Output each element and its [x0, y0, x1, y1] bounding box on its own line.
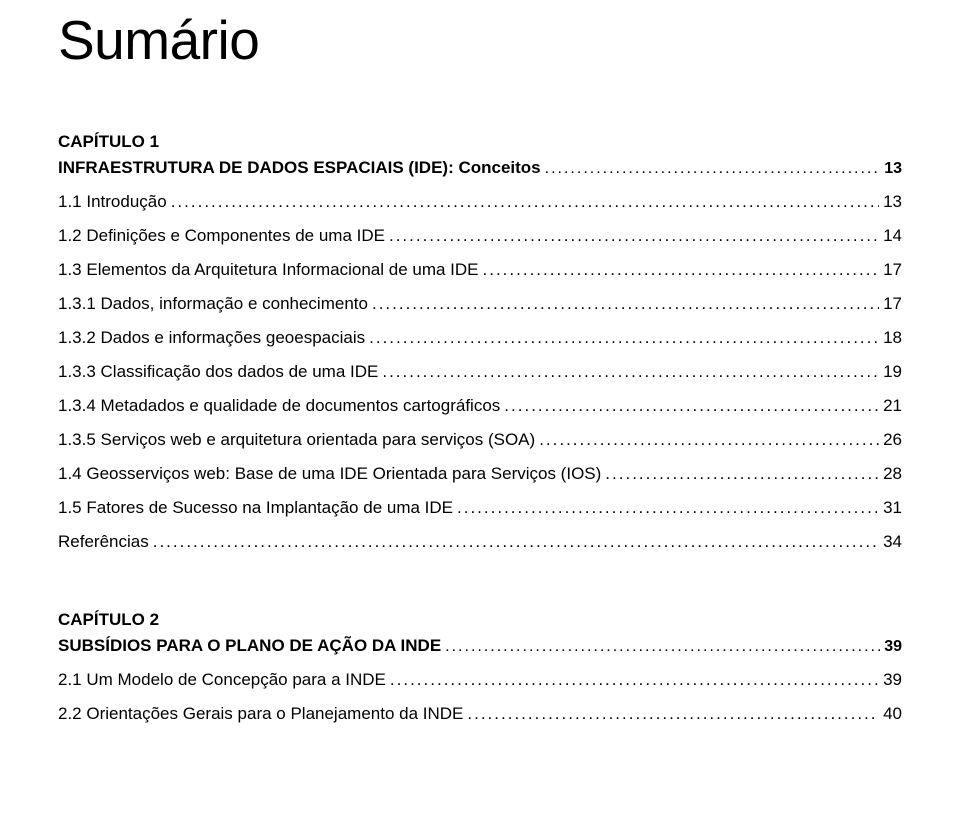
toc-entry-page: 18	[879, 328, 902, 348]
toc-entry: 1.3.1 Dados, informação e conhecimento 1…	[58, 294, 902, 314]
toc-entry-label: 2.2 Orientações Gerais para o Planejamen…	[58, 704, 463, 724]
toc-entry-label: 1.1 Introdução	[58, 192, 167, 212]
toc-entry-label: 1.3 Elementos da Arquitetura Informacion…	[58, 260, 479, 280]
chapter1-label: CAPÍTULO 1	[58, 132, 902, 152]
leader-dots	[386, 670, 879, 690]
toc-entry: 1.1 Introdução 13	[58, 192, 902, 212]
toc-entry-page: 17	[879, 260, 902, 280]
leader-dots	[535, 430, 879, 450]
toc-entry: 1.3 Elementos da Arquitetura Informacion…	[58, 260, 902, 280]
toc-entry-label: 1.3.3 Classificação dos dados de uma IDE	[58, 362, 378, 382]
toc-entry-label: 2.1 Um Modelo de Concepção para a INDE	[58, 670, 386, 690]
leader-dots	[601, 464, 879, 484]
chapter2-label: CAPÍTULO 2	[58, 610, 902, 630]
leader-dots	[541, 160, 881, 178]
toc-entry-page: 19	[879, 362, 902, 382]
toc-entry-page: 40	[879, 704, 902, 724]
toc-entry: 1.3.3 Classificação dos dados de uma IDE…	[58, 362, 902, 382]
toc-entry-label: 1.3.5 Serviços web e arquitetura orienta…	[58, 430, 535, 450]
toc-entry-page: 34	[879, 532, 902, 552]
chapter1-heading-page: 13	[880, 160, 902, 178]
page-title: Sumário	[58, 8, 902, 72]
toc-entry: 1.3.5 Serviços web e arquitetura orienta…	[58, 430, 902, 450]
toc-entry-page: 21	[879, 396, 902, 416]
chapter2-heading-page: 39	[880, 638, 902, 656]
toc-entry-label: 1.5 Fatores de Sucesso na Implantação de…	[58, 498, 453, 518]
leader-dots	[365, 328, 879, 348]
toc-entry-label: 1.3.4 Metadados e qualidade de documento…	[58, 396, 500, 416]
toc-entry-page: 13	[879, 192, 902, 212]
toc-entry-page: 14	[879, 226, 902, 246]
chapter2-heading-row: SUBSÍDIOS PARA O PLANO DE AÇÃO DA INDE 3…	[58, 636, 902, 656]
toc-entry-page: 17	[879, 294, 902, 314]
toc-entry-page: 31	[879, 498, 902, 518]
chapter1-heading-row: INFRAESTRUTURA DE DADOS ESPACIAIS (IDE):…	[58, 158, 902, 178]
leader-dots	[441, 638, 880, 656]
leader-dots	[479, 260, 880, 280]
leader-dots	[453, 498, 879, 518]
toc-entry: 2.1 Um Modelo de Concepção para a INDE 3…	[58, 670, 902, 690]
leader-dots	[149, 532, 879, 552]
toc-entry-page: 39	[879, 670, 902, 690]
toc-entry-label: 1.3.1 Dados, informação e conhecimento	[58, 294, 368, 314]
leader-dots	[368, 294, 879, 314]
leader-dots	[500, 396, 879, 416]
toc-entry: Referências 34	[58, 532, 902, 552]
toc-entry: 1.3.2 Dados e informações geoespaciais 1…	[58, 328, 902, 348]
toc-entry-page: 28	[879, 464, 902, 484]
toc-entry-label: 1.2 Definições e Componentes de uma IDE	[58, 226, 385, 246]
toc-entry-label: Referências	[58, 532, 149, 552]
toc-entry: 1.2 Definições e Componentes de uma IDE …	[58, 226, 902, 246]
toc-entry-label: 1.3.2 Dados e informações geoespaciais	[58, 328, 365, 348]
leader-dots	[167, 192, 879, 212]
toc-entry: 1.4 Geosserviços web: Base de uma IDE Or…	[58, 464, 902, 484]
toc-entry-page: 26	[879, 430, 902, 450]
toc-entry: 1.5 Fatores de Sucesso na Implantação de…	[58, 498, 902, 518]
chapter2-heading: SUBSÍDIOS PARA O PLANO DE AÇÃO DA INDE	[58, 636, 441, 656]
toc-entry: 2.2 Orientações Gerais para o Planejamen…	[58, 704, 902, 724]
toc-entry: 1.3.4 Metadados e qualidade de documento…	[58, 396, 902, 416]
leader-dots	[385, 226, 879, 246]
leader-dots	[378, 362, 879, 382]
chapter1-heading: INFRAESTRUTURA DE DADOS ESPACIAIS (IDE):…	[58, 158, 541, 178]
toc-entry-label: 1.4 Geosserviços web: Base de uma IDE Or…	[58, 464, 601, 484]
leader-dots	[463, 704, 879, 724]
